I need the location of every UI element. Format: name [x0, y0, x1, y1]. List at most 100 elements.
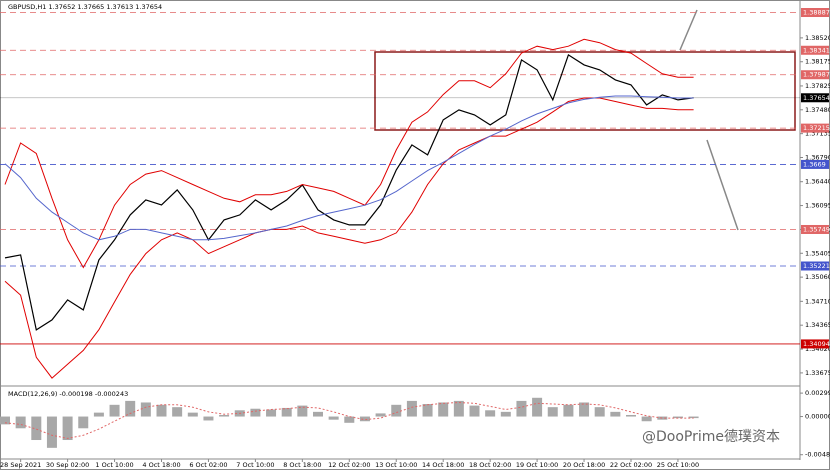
macd-bar — [31, 416, 42, 441]
macd-bar — [500, 411, 511, 417]
series-line — [4, 53, 694, 331]
level-label-box — [801, 8, 829, 18]
level-label-box — [801, 159, 829, 169]
macd-bar — [359, 416, 370, 422]
macd-bar — [281, 407, 292, 417]
macd-bar — [610, 411, 621, 417]
series-line — [4, 97, 694, 379]
macd-bar — [563, 404, 574, 417]
level-label-box — [801, 339, 829, 349]
y-tick-label: -0.00488 — [805, 451, 830, 459]
x-tick-label: 6 Oct 02:00 — [189, 461, 227, 469]
macd-bar — [516, 400, 527, 417]
signal-line — [4, 401, 694, 439]
x-tick-label: 4 Oct 18:00 — [142, 461, 180, 469]
macd-bar — [156, 404, 167, 417]
x-tick-label: 19 Oct 10:00 — [516, 461, 558, 469]
macd-bar — [313, 411, 323, 417]
x-tick-label: 13 Oct 10:00 — [375, 461, 417, 469]
series-line — [4, 38, 694, 269]
macd-bar — [485, 410, 496, 417]
macd-bar — [62, 416, 73, 441]
macd-bar — [46, 416, 57, 448]
series-line — [4, 95, 694, 241]
y-tick-label: 1.38175 — [805, 58, 830, 66]
macd-bar — [547, 407, 558, 417]
level-label-box — [801, 123, 829, 133]
macd-bar — [579, 402, 590, 417]
x-tick-label: 14 Oct 18:00 — [422, 461, 464, 469]
y-tick-label: 1.36440 — [805, 178, 830, 186]
x-tick-label: 18 Oct 02:00 — [469, 461, 511, 469]
macd-bar — [125, 400, 136, 417]
x-tick-label: 22 Oct 02:00 — [610, 461, 652, 469]
macd-bar — [266, 409, 277, 417]
level-label-box — [801, 224, 829, 234]
macd-bar — [672, 416, 683, 419]
x-tick-label: 28 Sep 2021 — [0, 461, 41, 469]
macd-bar — [0, 416, 10, 425]
y-tick-label: 1.34710 — [805, 297, 830, 305]
macd-bar — [328, 416, 339, 420]
macd-bar — [140, 402, 151, 417]
arrow-down — [706, 139, 739, 231]
macd-bar — [172, 407, 183, 417]
y-tick-label: 0.000000 — [805, 413, 830, 421]
macd-bar — [78, 416, 89, 429]
chart-title: GBPUSD,H1 1.37652 1.37665 1.37613 1.3765… — [8, 3, 162, 11]
macd-bar — [203, 416, 214, 421]
x-tick-label: 20 Oct 18:00 — [563, 461, 605, 469]
macd-title: MACD(12,26,9) -0.000198 -0.000243 — [8, 390, 128, 398]
level-label-box — [801, 70, 829, 80]
level-label: 1.35749 — [803, 225, 830, 233]
y-tick-label: 0.002996 — [805, 389, 830, 397]
macd-bar — [297, 405, 308, 417]
level-label: 1.35221 — [803, 262, 830, 270]
x-tick-label: 1 Oct 10:00 — [95, 461, 133, 469]
macd-bar — [375, 413, 386, 417]
macd-bar — [391, 404, 402, 417]
macd-bar — [469, 405, 480, 417]
y-tick-label: 1.36095 — [805, 202, 830, 210]
x-tick-label: 12 Oct 02:00 — [328, 461, 370, 469]
macd-bar — [406, 400, 417, 417]
macd-bar — [93, 412, 104, 417]
macd-bar — [422, 404, 433, 417]
y-tick-label: 1.38520 — [805, 34, 830, 42]
macd-bar — [594, 407, 605, 417]
arrow-up — [679, 9, 698, 51]
macd-bar — [219, 414, 230, 417]
macd-bar — [344, 416, 355, 423]
x-tick-label: 25 Oct 10:00 — [657, 461, 699, 469]
level-label-box — [801, 261, 829, 271]
y-tick-label: 1.37135 — [805, 130, 830, 138]
level-label: 1.37987 — [803, 71, 830, 79]
level-label: 1.37654 — [803, 94, 830, 102]
y-tick-label: 1.34365 — [805, 321, 830, 329]
x-tick-label: 7 Oct 10:00 — [236, 461, 274, 469]
level-label-box — [801, 93, 829, 103]
macd-bar — [657, 416, 668, 420]
x-tick-label: 8 Oct 18:00 — [283, 461, 321, 469]
macd-bar — [250, 408, 261, 417]
macd-bar — [109, 404, 120, 417]
y-tick-label: 1.36790 — [805, 154, 830, 162]
y-tick-label: 1.34020 — [805, 345, 830, 353]
level-label: 1.37215 — [803, 124, 830, 132]
macd-bar — [688, 416, 699, 419]
watermark: @DooPrime德璞资本 — [642, 429, 780, 445]
macd-bar — [626, 414, 636, 417]
level-label-box — [801, 45, 829, 55]
level-label: 1.3669 — [803, 160, 826, 168]
macd-bar — [187, 412, 198, 417]
level-label: 1.38887 — [803, 9, 830, 17]
macd-bar — [641, 416, 652, 422]
y-tick-label: 1.37825 — [805, 82, 830, 90]
macd-bar — [438, 402, 449, 417]
level-label: 1.38341 — [803, 46, 830, 54]
y-tick-label: 1.35060 — [805, 273, 830, 281]
macd-bar — [532, 397, 543, 417]
y-tick-label: 1.37480 — [805, 106, 830, 114]
